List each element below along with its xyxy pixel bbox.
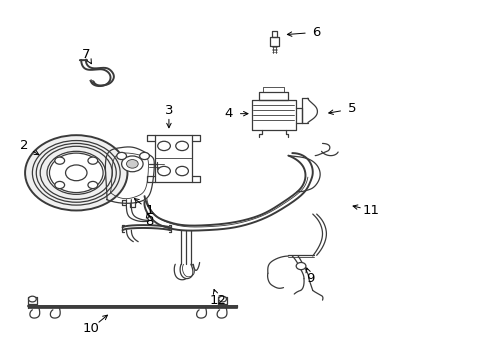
Circle shape <box>55 157 64 164</box>
Text: 8: 8 <box>145 215 153 228</box>
Circle shape <box>296 262 305 270</box>
Circle shape <box>218 296 226 302</box>
Circle shape <box>47 151 105 194</box>
Circle shape <box>32 140 120 205</box>
Text: 5: 5 <box>347 103 355 116</box>
Circle shape <box>175 166 188 176</box>
Circle shape <box>40 146 112 199</box>
Circle shape <box>55 181 64 189</box>
Circle shape <box>175 141 188 150</box>
Text: 3: 3 <box>164 104 173 117</box>
Circle shape <box>158 166 170 176</box>
Circle shape <box>122 156 143 172</box>
Text: 1: 1 <box>145 204 153 217</box>
Text: 9: 9 <box>305 272 314 285</box>
Circle shape <box>126 159 138 168</box>
Circle shape <box>117 152 126 159</box>
Circle shape <box>158 141 170 150</box>
Text: 7: 7 <box>81 48 90 61</box>
Text: 12: 12 <box>209 294 226 307</box>
Circle shape <box>88 181 98 189</box>
Text: 10: 10 <box>82 322 99 335</box>
Text: 11: 11 <box>362 204 379 217</box>
Text: 4: 4 <box>224 107 233 120</box>
Text: 2: 2 <box>20 139 28 152</box>
Circle shape <box>25 135 127 211</box>
Circle shape <box>65 165 87 181</box>
Circle shape <box>28 296 36 302</box>
Circle shape <box>140 152 149 159</box>
Text: 6: 6 <box>312 26 320 39</box>
Circle shape <box>36 143 116 202</box>
Circle shape <box>88 157 98 164</box>
